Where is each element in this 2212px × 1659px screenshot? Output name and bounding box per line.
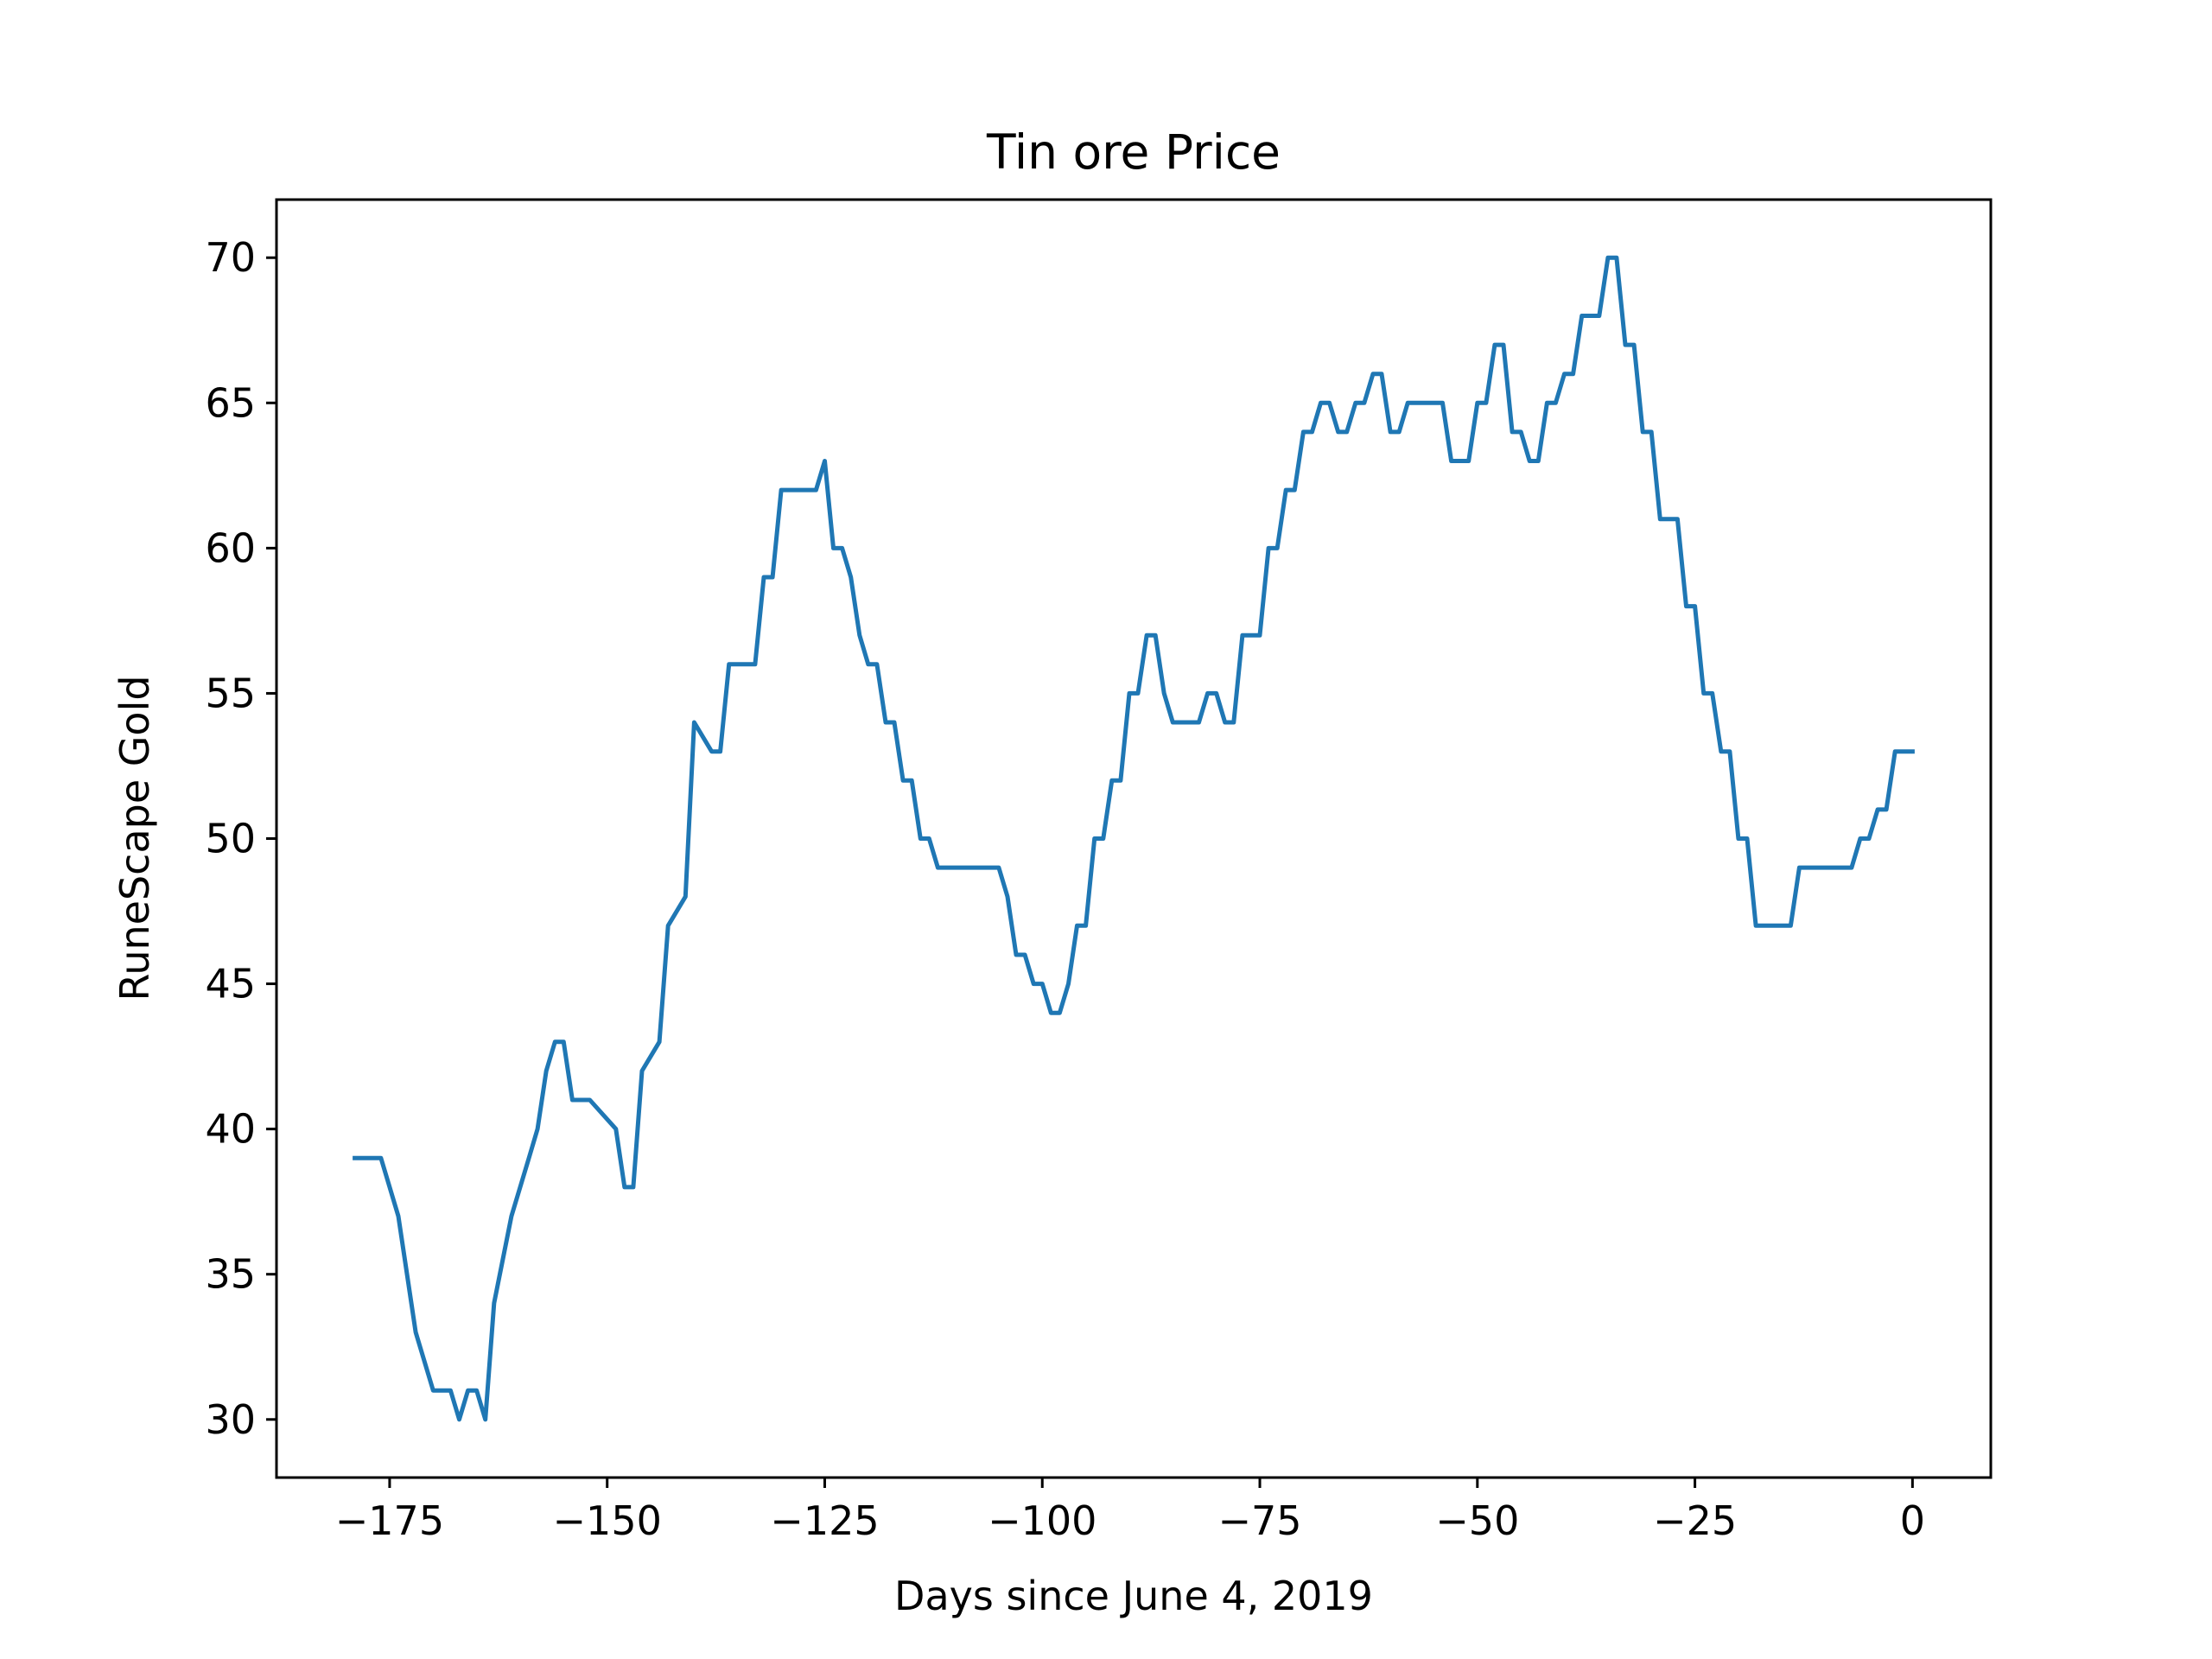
y-tick-label: 40 — [205, 1106, 256, 1153]
chart-title: Tin ore Price — [986, 124, 1281, 180]
x-tick-label: −75 — [1217, 1497, 1301, 1544]
y-tick-label: 35 — [205, 1251, 256, 1298]
y-axis-label: RuneScape Gold — [111, 675, 158, 1001]
series-layer — [353, 255, 1915, 1422]
y-tick-label: 60 — [205, 524, 256, 571]
series-line-0 — [353, 255, 1915, 1422]
y-tick-label: 55 — [205, 670, 256, 716]
x-tick-label: −50 — [1435, 1497, 1519, 1544]
y-tick-label: 30 — [205, 1396, 256, 1443]
x-tick-label: −100 — [988, 1497, 1096, 1544]
x-axis-label: Days since June 4, 2019 — [894, 1573, 1373, 1619]
y-tick-label: 70 — [205, 234, 256, 281]
x-tick-label: 0 — [1900, 1497, 1925, 1544]
y-tick-label: 45 — [205, 961, 256, 1007]
y-tick-label: 65 — [205, 379, 256, 426]
x-tick-label: −125 — [770, 1497, 879, 1544]
y-tick-label: 50 — [205, 816, 256, 862]
x-tick-label: −150 — [553, 1497, 662, 1544]
x-tick-label: −25 — [1653, 1497, 1737, 1544]
y-axis: 30 35 40 45 50 55 60 65 70 — [205, 234, 276, 1443]
x-tick-label: −175 — [335, 1497, 444, 1544]
x-axis: −175 −150 −125 −100 −75 −50 −25 0 — [335, 1478, 1925, 1544]
